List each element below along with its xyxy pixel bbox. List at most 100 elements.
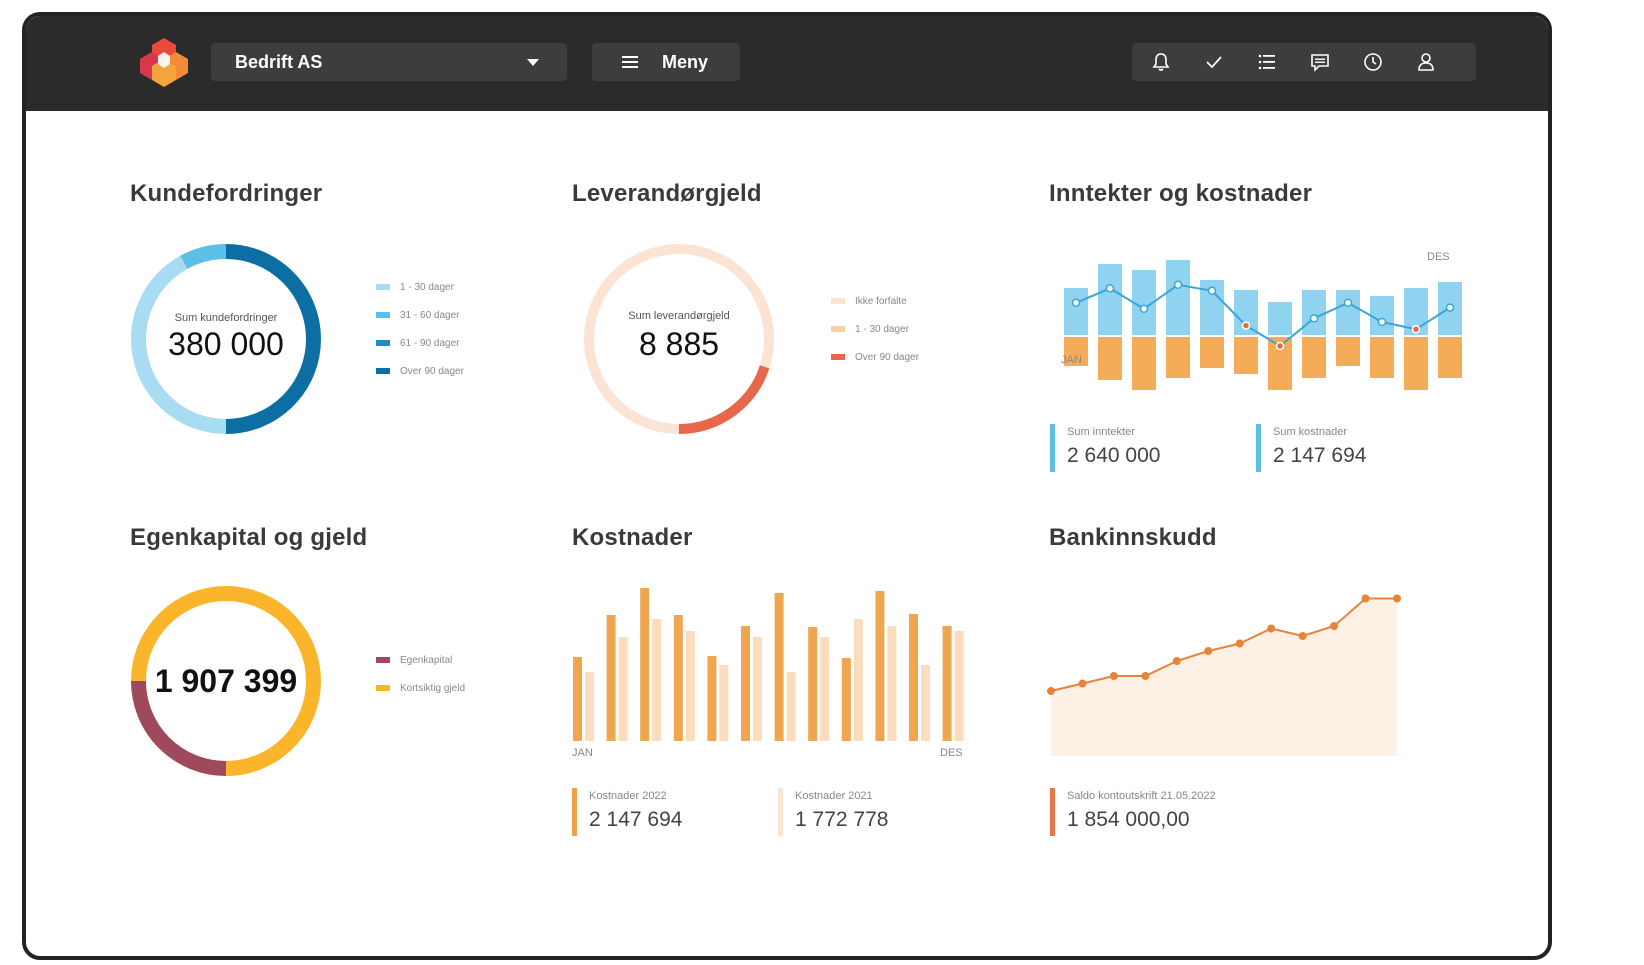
bank-kpi-value: 1 854 000,00 bbox=[1067, 808, 1190, 831]
cost-2021-bar bbox=[921, 665, 930, 741]
bank-point bbox=[1204, 647, 1213, 655]
inntekter-axis-start: JAN bbox=[1061, 354, 1082, 366]
cost-2021-bar bbox=[618, 637, 628, 741]
bank-point bbox=[1078, 679, 1087, 688]
leverandorgjeld-donut bbox=[584, 244, 774, 434]
cost-2021-bar bbox=[685, 631, 695, 741]
bank-point bbox=[1235, 639, 1244, 648]
kundefordringer-center-label: Sum kundefordringer bbox=[174, 312, 278, 324]
leverandorgjeld-center-label: Sum leverandørgjeld bbox=[628, 310, 730, 322]
company-selector[interactable]: Bedrift AS bbox=[211, 43, 567, 81]
chat-icon[interactable] bbox=[1309, 51, 1331, 73]
bank-point bbox=[1393, 594, 1401, 603]
bank-point bbox=[1330, 622, 1339, 630]
bank-line bbox=[1050, 597, 1397, 692]
inntekter-title: Inntekter og kostnader bbox=[1049, 180, 1313, 207]
sum-inntekter-label: Sum inntekter bbox=[1067, 426, 1135, 438]
kundefordringer-center-value: 380 000 bbox=[168, 326, 284, 362]
net-point bbox=[1275, 341, 1285, 351]
check-icon[interactable] bbox=[1203, 51, 1225, 73]
cost-2022-bar bbox=[673, 615, 683, 741]
income-bar bbox=[1268, 302, 1292, 336]
cost-bar bbox=[1370, 336, 1394, 378]
income-bar bbox=[1166, 260, 1190, 336]
donut-segment bbox=[225, 244, 321, 434]
net-point bbox=[1445, 303, 1455, 312]
cost-2022-bar bbox=[573, 657, 582, 741]
income-bar bbox=[1302, 290, 1326, 336]
menu-label: Meny bbox=[662, 52, 709, 72]
cost-2021-bar bbox=[786, 672, 796, 741]
cost-2022-bar bbox=[774, 593, 784, 741]
leverandorgjeld-center-value: 8 885 bbox=[638, 326, 720, 362]
income-bar bbox=[1370, 296, 1394, 336]
egenkapital-center-value: 1 907 399 bbox=[154, 663, 298, 699]
income-bar bbox=[1336, 290, 1360, 336]
cost-2021-bar bbox=[853, 619, 863, 741]
bank-kpi-label: Saldo kontoutskrift 21.05.2022 bbox=[1067, 790, 1216, 802]
cost-bar bbox=[1404, 336, 1428, 390]
chevron-down-icon bbox=[527, 59, 539, 66]
net-point bbox=[1139, 304, 1149, 314]
donut-segment bbox=[131, 586, 321, 776]
cost-bar bbox=[1302, 336, 1326, 378]
inntekter-axis-end: DES bbox=[1427, 251, 1450, 263]
kostnader-axis-start: JAN bbox=[572, 747, 593, 759]
net-point bbox=[1241, 321, 1251, 330]
bank-point bbox=[1109, 672, 1118, 680]
cost-bar bbox=[1132, 336, 1156, 390]
cost-2021-bar bbox=[887, 626, 897, 741]
sum-inntekter-value: 2 640 000 bbox=[1067, 444, 1161, 467]
net-line bbox=[1075, 283, 1451, 348]
bank-title: Bankinnskudd bbox=[1049, 524, 1217, 551]
net-point bbox=[1411, 324, 1421, 334]
bank-point bbox=[1141, 672, 1150, 680]
inntekter-chart bbox=[1064, 260, 1462, 390]
net-point bbox=[1173, 280, 1183, 290]
donut-segment bbox=[180, 244, 227, 270]
menu-button[interactable]: Meny bbox=[592, 43, 740, 81]
donut-segment bbox=[131, 680, 227, 776]
net-point bbox=[1071, 298, 1081, 308]
cost-2022-bar bbox=[841, 658, 851, 741]
cost-2021-bar bbox=[585, 672, 594, 741]
bank-chart bbox=[1047, 594, 1401, 756]
cost-2022-bar bbox=[606, 615, 616, 741]
cost-2022-bar bbox=[640, 588, 650, 741]
company-logo[interactable] bbox=[136, 34, 192, 90]
kostnader-title: Kostnader bbox=[572, 524, 693, 551]
user-icon[interactable] bbox=[1415, 51, 1437, 73]
bank-area bbox=[1051, 598, 1397, 756]
income-bar bbox=[1098, 264, 1122, 336]
cost-2022-bar bbox=[875, 591, 885, 741]
kostnader-axis-end: DES bbox=[940, 747, 963, 759]
kostnader-2022-label: Kostnader 2022 bbox=[589, 790, 667, 802]
cost-2021-bar bbox=[954, 631, 964, 741]
cost-2022-bar bbox=[707, 656, 717, 741]
header-toolbar bbox=[1132, 43, 1476, 81]
hamburger-icon bbox=[622, 56, 638, 68]
cost-bar bbox=[1098, 336, 1122, 380]
income-bar bbox=[1064, 288, 1088, 336]
bank-point bbox=[1298, 632, 1307, 640]
cost-2021-bar bbox=[652, 619, 662, 741]
clock-icon[interactable] bbox=[1362, 51, 1384, 73]
net-point bbox=[1309, 314, 1319, 323]
cost-bar bbox=[1438, 336, 1462, 378]
donut-segment bbox=[131, 255, 227, 434]
app-window: Bedrift AS Meny bbox=[22, 12, 1552, 960]
cost-2022-bar bbox=[942, 626, 952, 741]
cost-bar bbox=[1200, 336, 1224, 368]
egenkapital-donut bbox=[131, 586, 321, 776]
kostnader-2021-label: Kostnader 2021 bbox=[795, 790, 873, 802]
cost-bar bbox=[1336, 336, 1360, 366]
bell-icon[interactable] bbox=[1150, 51, 1172, 73]
cost-2021-bar bbox=[753, 637, 762, 741]
donut-segment bbox=[678, 365, 770, 434]
list-icon[interactable] bbox=[1256, 51, 1278, 73]
cost-2022-bar bbox=[808, 627, 818, 741]
bank-point bbox=[1172, 657, 1181, 665]
cost-bar bbox=[1064, 336, 1088, 366]
net-point bbox=[1105, 284, 1115, 293]
bank-point bbox=[1047, 687, 1055, 695]
